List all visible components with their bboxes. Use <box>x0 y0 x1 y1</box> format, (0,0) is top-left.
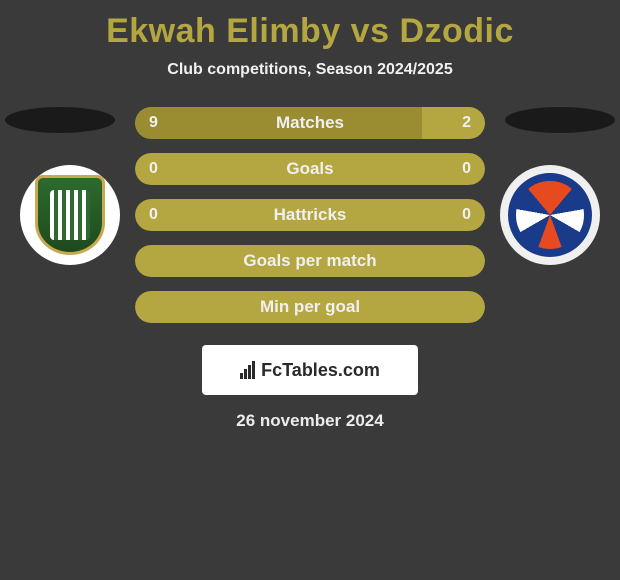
stat-label: Goals per match <box>135 245 485 277</box>
brand-text: FcTables.com <box>261 360 380 381</box>
stat-row: Hattricks0 0 <box>135 199 485 231</box>
comparison-bars: Matches92Goals00Hattricks00Goals per mat… <box>135 107 485 323</box>
team-logo-left <box>20 165 120 265</box>
stat-value-left: 0 <box>149 199 158 231</box>
subtitle: Club competitions, Season 2024/2025 <box>0 61 620 79</box>
shield-icon <box>35 175 105 255</box>
brand-badge[interactable]: FcTables.com <box>202 345 418 395</box>
stat-label: Goals <box>135 153 485 185</box>
team-logo-right <box>500 165 600 265</box>
stat-value-right: 0 <box>462 199 471 231</box>
date-text: 26 november 2024 <box>0 411 620 431</box>
page-title: Ekwah Elimby vs Dzodic <box>0 0 620 51</box>
stat-row: Matches9 2 <box>135 107 485 139</box>
stat-row: Goals per match <box>135 245 485 277</box>
stat-label: Hattricks <box>135 199 485 231</box>
stat-row: Min per goal <box>135 291 485 323</box>
player-shadow-right <box>505 107 615 133</box>
stat-row: Goals0 0 <box>135 153 485 185</box>
stat-label: Min per goal <box>135 291 485 323</box>
player-shadow-left <box>5 107 115 133</box>
bar-chart-icon <box>240 361 255 379</box>
comparison-content: Matches92Goals00Hattricks00Goals per mat… <box>0 107 620 431</box>
stat-value-left: 0 <box>149 153 158 185</box>
stat-value-right: 2 <box>462 107 471 139</box>
stat-value-left: 9 <box>149 107 158 139</box>
stat-label: Matches <box>135 107 485 139</box>
circle-badge-icon <box>508 173 592 257</box>
stat-value-right: 0 <box>462 153 471 185</box>
